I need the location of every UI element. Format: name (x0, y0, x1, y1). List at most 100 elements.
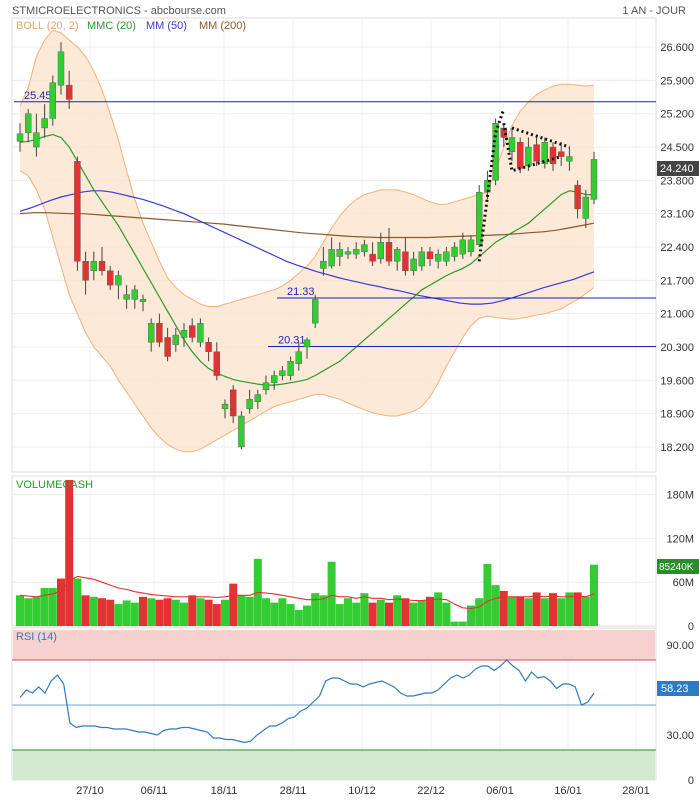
volume-bar-up (434, 592, 443, 626)
candle-down (74, 161, 81, 262)
volume-bar-up (262, 598, 270, 626)
candle-up (287, 361, 294, 376)
level-label: 20.31 (278, 335, 306, 347)
candle-down (229, 389, 237, 417)
candle-up (25, 113, 32, 133)
volume-bar-up (393, 595, 402, 626)
candle-up (541, 142, 548, 164)
volume-bar-up (360, 593, 369, 626)
price-panel: 26.600 25.900 25.200 24.500 23.800 23.100 22.4… (12, 29, 694, 454)
candle-up (16, 133, 24, 142)
candle-down (500, 127, 507, 138)
candle-up (467, 239, 475, 252)
x-tick-label: 06/01 (486, 785, 514, 797)
candle-down (188, 325, 196, 338)
rsi-title: RSI (14) (16, 631, 57, 643)
volume-bar-up (278, 598, 287, 626)
volume-bar-up (24, 598, 33, 626)
x-tick-label: 16/01 (554, 785, 582, 797)
volume-bar-up (32, 596, 41, 626)
volume-tick-label: 0 (688, 621, 694, 633)
chart-title: STMICROELECTRONICS - abcbourse.com (12, 5, 226, 17)
price-tick-label: 21.700 (660, 275, 694, 287)
volume-bar-up (475, 598, 484, 626)
volume-bar-up (450, 621, 459, 626)
volume-bar-up (303, 605, 311, 626)
candle-up (180, 330, 188, 338)
volume-bar-down (81, 595, 90, 626)
volume-bar-down (401, 598, 410, 626)
candle-down (517, 142, 524, 169)
volume-bar-up (565, 592, 574, 626)
price-tick-label: 25.200 (660, 109, 694, 121)
rsi-tick-label: 30.00 (666, 730, 694, 742)
volume-bar-up (48, 588, 57, 626)
candle-down (106, 270, 114, 286)
candle-up (90, 261, 98, 272)
candle-down (164, 337, 171, 357)
volume-bar-up (16, 595, 24, 626)
x-tick-label: 06/11 (141, 785, 168, 797)
candle-up (443, 251, 450, 262)
volume-bar-up (557, 598, 566, 626)
candle-down (549, 146, 557, 164)
volume-bar-up (89, 596, 98, 626)
volume-bar-up (409, 602, 418, 626)
rsi-panel: 90.00 30.00 0 (12, 630, 694, 787)
period-selector[interactable]: 1 AN - JOUR (622, 5, 686, 17)
candle-up (139, 299, 147, 302)
mm50-line (19, 190, 595, 305)
volume-bar-up (319, 595, 328, 626)
volume-bar-up (491, 585, 500, 626)
candle-up (303, 339, 311, 348)
volume-bar-down (155, 599, 164, 626)
candle-down (574, 184, 581, 210)
candle-down (402, 251, 409, 272)
candle-up (254, 394, 262, 402)
volume-bar-down (368, 602, 377, 626)
candle-up (33, 132, 40, 148)
volume-bar-down (57, 578, 65, 626)
price-last-value: 24.240 (660, 163, 694, 175)
candle-up (394, 249, 401, 262)
volume-bar-down (229, 583, 238, 626)
volume-bar-up (245, 596, 254, 626)
volume-bar-up (196, 598, 205, 626)
volume-bar-down (385, 602, 393, 626)
candle-up (353, 249, 360, 255)
volume-moving-average (19, 575, 595, 610)
candle-up (49, 82, 56, 119)
rsi-last-badge: 58.23 (657, 681, 699, 696)
rsi-oversold-zone (13, 750, 655, 780)
volume-bar-up (270, 602, 279, 626)
volume-bar-down (139, 596, 147, 626)
volume-bar-down (549, 593, 557, 626)
candle-up (238, 415, 245, 448)
candle-up (320, 261, 327, 269)
candle-up (590, 159, 598, 200)
volume-bar-down (426, 596, 434, 626)
rsi-overbought-zone (13, 630, 655, 660)
volume-bar-up (237, 595, 246, 626)
volume-bar-up (417, 600, 426, 626)
volume-bar-up (114, 604, 123, 626)
volume-bar-down (499, 590, 508, 626)
mm200-line (19, 212, 595, 239)
candle-up (459, 239, 466, 255)
candle-up (115, 275, 122, 286)
volume-last-badge: 85240K (657, 559, 699, 574)
candle-up (312, 299, 319, 324)
candle-up (435, 253, 442, 262)
legend-mm200: MM (200) (199, 20, 246, 32)
volume-bar-up (221, 599, 229, 626)
price-tick-label: 22.400 (660, 242, 694, 254)
candle-up (508, 137, 516, 152)
x-tick-label: 22/12 (417, 785, 445, 797)
candle-up (147, 322, 155, 343)
level-label: 21.33 (287, 286, 315, 298)
price-tick-label: 23.800 (660, 175, 694, 187)
volume-bar-up (467, 605, 475, 626)
volume-bar-up (147, 598, 156, 626)
candle-down (156, 322, 163, 343)
